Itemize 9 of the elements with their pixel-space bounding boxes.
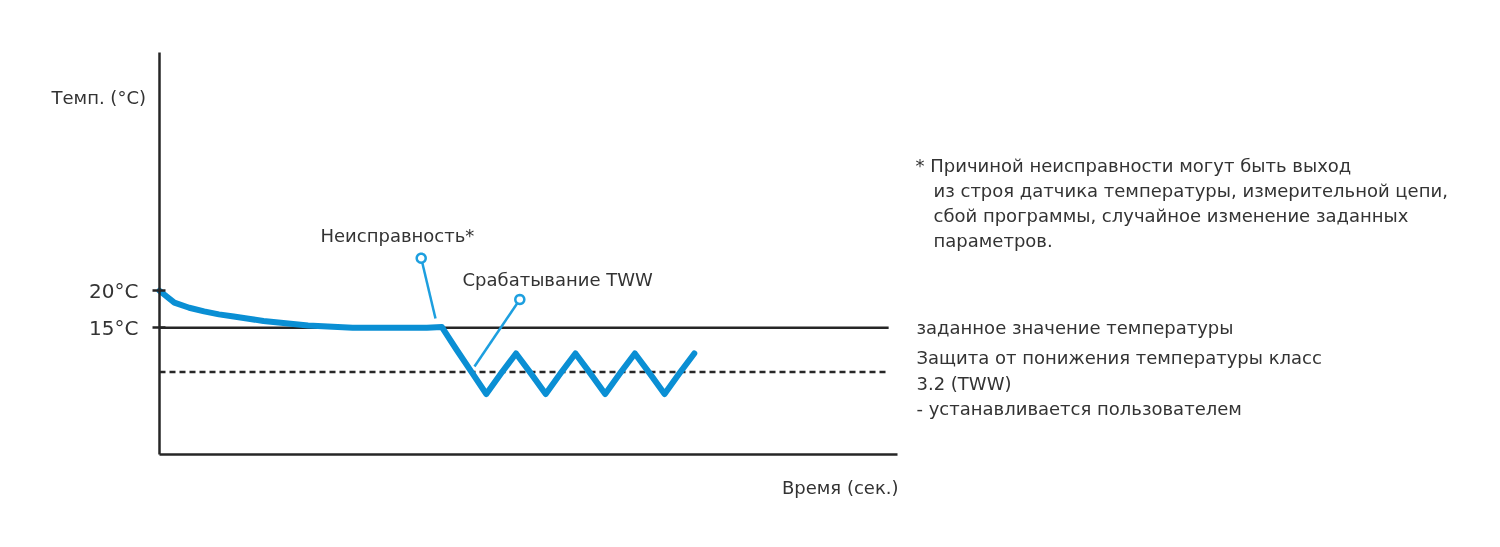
- ref-line-label: заданное значение температуры: [916, 317, 1234, 339]
- annotation: Неисправность*: [320, 225, 475, 246]
- text: * Причиной неисправности могут быть выход из строя датчика температуры, измерительной цепи, сбой программы, случайное изменение заданных параметров.: [915, 155, 1448, 251]
- annotation: Срабатывание TWW: [462, 269, 654, 290]
- y-tick-label: 15°C: [89, 315, 139, 340]
- ref-line-label: Защита от понижения температуры класс 3.2 (TWW) - устанавливается пользователем: [916, 347, 1322, 420]
- x-axis-title: Время (сек.): [781, 477, 899, 498]
- y-axis-title: Темп. (°C): [50, 87, 146, 108]
- y-tick-label: 20°C: [89, 278, 139, 303]
